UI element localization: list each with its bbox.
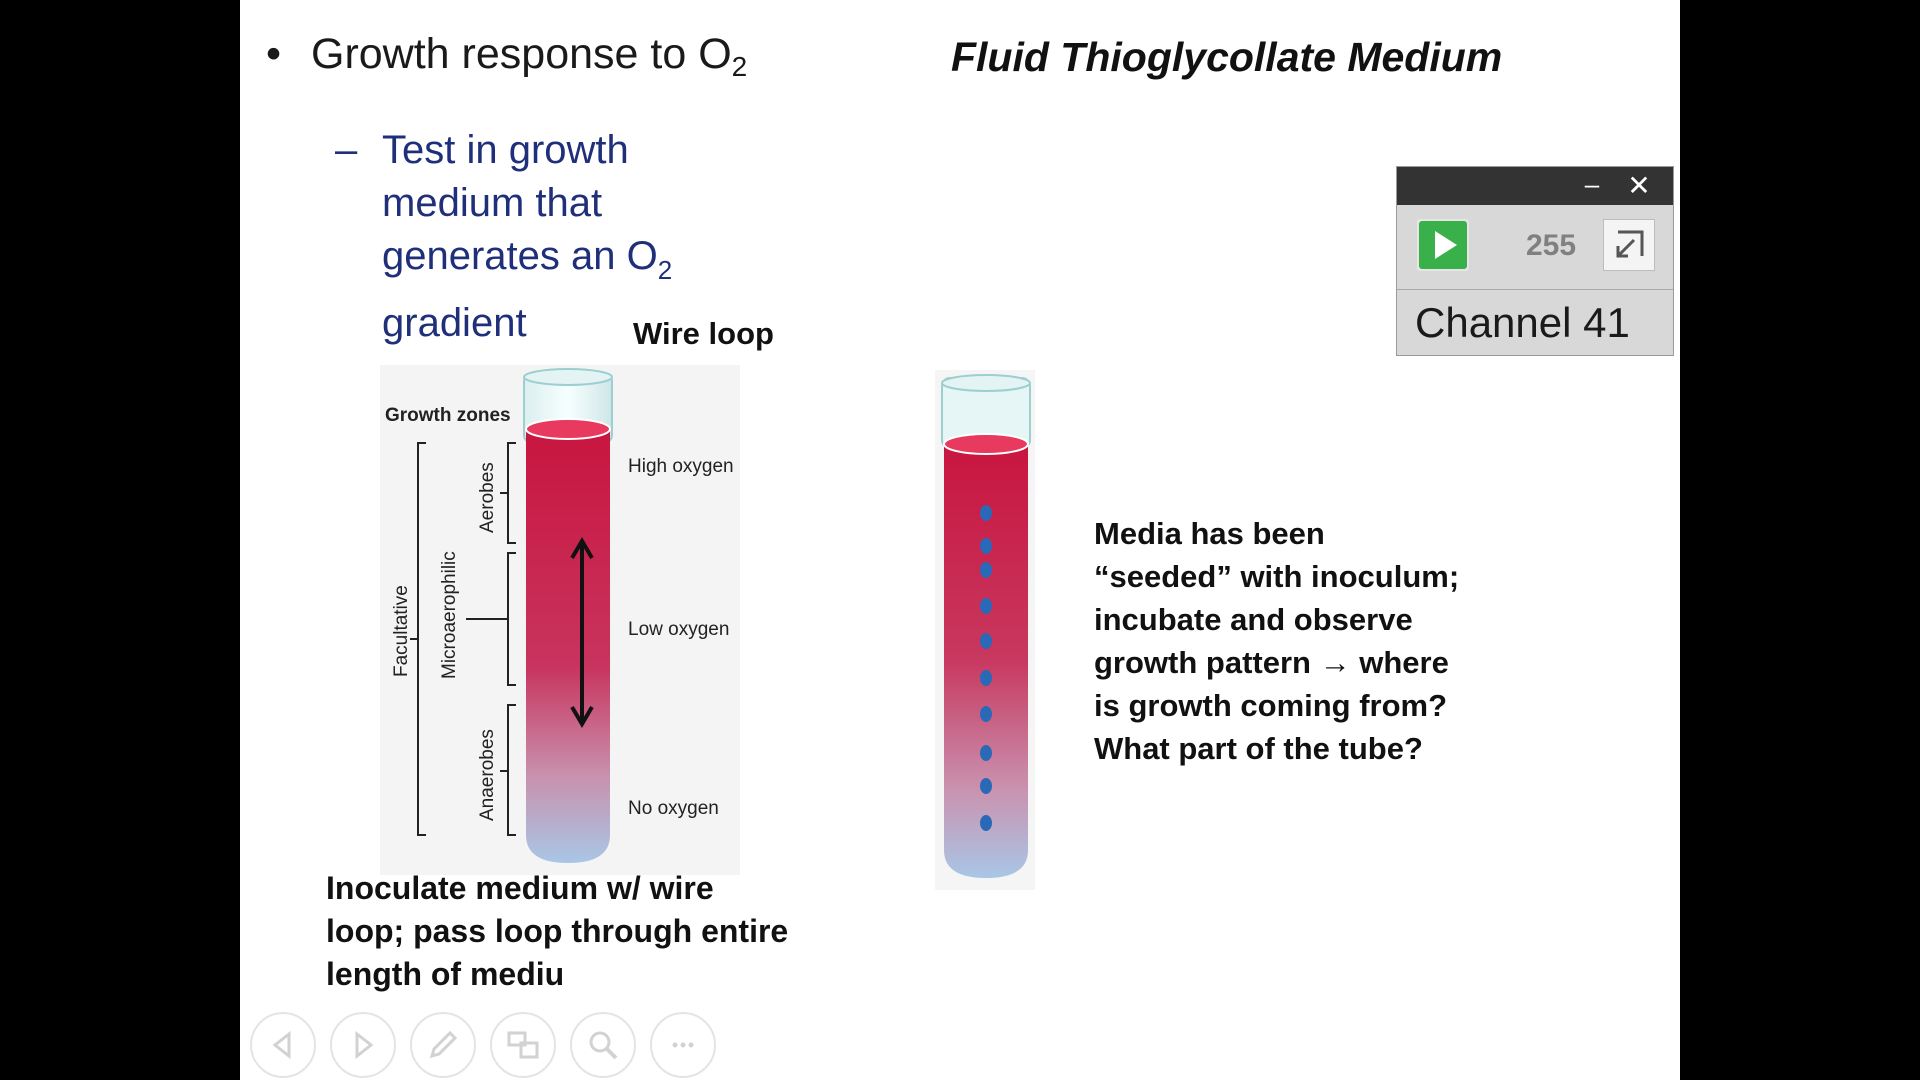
- slide-heading: Fluid Thioglycollate Medium: [951, 34, 1503, 80]
- sub-bullet-dash: –: [335, 128, 358, 172]
- wire-loop-label: Wire loop: [633, 316, 774, 351]
- next-slide-button[interactable]: [330, 1012, 396, 1078]
- inoculum-dot: [980, 778, 992, 794]
- inoculum-dot: [980, 670, 992, 686]
- inoculum-dot: [980, 538, 992, 554]
- tube2-medium: [944, 442, 1028, 878]
- inoculum-dot: [980, 598, 992, 614]
- next-icon: [355, 1030, 374, 1060]
- inoculum-dot: [980, 633, 992, 649]
- sub-bullet-line: gradient: [382, 301, 527, 345]
- more-icon: [672, 1042, 694, 1048]
- minimize-button[interactable]: –: [1584, 169, 1600, 199]
- inoculum-dots: [980, 505, 992, 831]
- arrow-head-up: [570, 537, 594, 560]
- media-description: Media has been “seeded” with inoculum; i…: [1094, 512, 1514, 770]
- growth-zones-figure: Growth zones Facultative Microaerophilic…: [380, 365, 740, 875]
- pen-icon: [429, 1030, 458, 1059]
- expand-icon: [1616, 230, 1644, 258]
- medium-surface: [525, 418, 611, 440]
- sub-bullet-subscript: 2: [657, 255, 673, 285]
- inoculum-dot: [980, 745, 992, 761]
- widget-title-bar: – ✕: [1397, 167, 1673, 205]
- slides-icon: [507, 1031, 539, 1059]
- sub-bullet-text: Test in growth medium that generates an …: [382, 124, 672, 350]
- inoculum-dot: [980, 562, 992, 578]
- aerobes-label: Aerobes: [477, 462, 498, 533]
- main-bullet-text: Growth response to O: [311, 30, 732, 78]
- slide: • Growth response to O2 Fluid Thioglycoll…: [240, 0, 1680, 1080]
- growth-zones-label: Growth zones: [385, 405, 511, 426]
- media-line: incubate and observe: [1094, 602, 1413, 637]
- media-line: “seeded” with inoculum;: [1094, 559, 1460, 594]
- media-line: Media has been: [1094, 516, 1325, 551]
- arrow-head-down: [570, 705, 594, 728]
- see-all-slides-button[interactable]: [490, 1012, 556, 1078]
- media-line: growth pattern → where: [1094, 645, 1449, 680]
- channel-widget: – ✕ 255 Channel 41: [1396, 166, 1674, 356]
- sub-bullet-line: Test in growth: [382, 128, 629, 172]
- pen-tool-button[interactable]: [410, 1012, 476, 1078]
- sub-bullet-line-text: generates an O: [382, 234, 658, 278]
- close-button[interactable]: ✕: [1627, 170, 1651, 201]
- inoculate-line: Inoculate medium w/ wire: [326, 870, 714, 906]
- microaerophilic-label: Microaerophilic: [439, 551, 460, 679]
- widget-separator: [1397, 289, 1673, 290]
- expand-button[interactable]: [1603, 219, 1655, 271]
- zoom-button[interactable]: [570, 1012, 636, 1078]
- media-line: is growth coming from?: [1094, 688, 1448, 723]
- inoculum-dot: [980, 706, 992, 722]
- previous-icon: [272, 1030, 291, 1060]
- inoculate-line: length of mediu: [326, 956, 565, 992]
- inoculate-instructions: Inoculate medium w/ wire loop; pass loop…: [326, 867, 806, 996]
- tube2-rim: [941, 374, 1031, 392]
- sub-bullet-line: medium that: [382, 181, 603, 225]
- previous-slide-button[interactable]: [250, 1012, 316, 1078]
- sub-bullet-line: generates an O2: [382, 230, 672, 297]
- low-oxygen-label: Low oxygen: [628, 619, 729, 640]
- more-options-button[interactable]: [650, 1012, 716, 1078]
- inoculate-line: loop; pass loop through entire: [326, 913, 789, 949]
- tube-rim: [523, 368, 613, 386]
- channel-label: Channel 41: [1415, 299, 1630, 346]
- inoculum-dot: [980, 505, 992, 521]
- bullet-dot: •: [266, 30, 282, 78]
- seeded-tube-figure: [935, 370, 1035, 890]
- play-icon: [1419, 221, 1467, 269]
- tube-medium: [526, 427, 610, 863]
- counter-value: 255: [1525, 229, 1577, 262]
- inoculum-dot: [980, 815, 992, 831]
- media-line: What part of the tube?: [1094, 731, 1423, 766]
- main-bullet-subscript: 2: [731, 51, 748, 82]
- anaerobes-label: Anaerobes: [477, 729, 498, 821]
- tube2-medium-surface: [943, 433, 1029, 455]
- play-button[interactable]: [1417, 219, 1469, 271]
- main-bullet: • Growth response to O2: [266, 30, 747, 83]
- zoom-icon: [589, 1031, 618, 1060]
- high-oxygen-label: High oxygen: [628, 456, 734, 477]
- no-oxygen-label: No oxygen: [628, 798, 719, 819]
- facultative-label: Facultative: [391, 585, 412, 677]
